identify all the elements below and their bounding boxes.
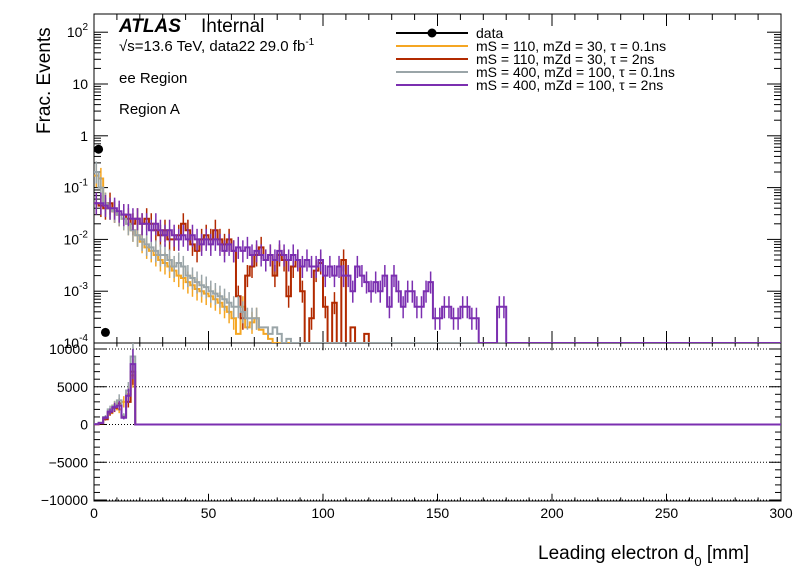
- y-tick-label: 10-4: [64, 333, 89, 351]
- series-line-2: [94, 202, 781, 343]
- x-axis-label-unit: [mm]: [702, 543, 750, 564]
- y-axis-label: Frac. Events: [34, 27, 55, 134]
- x-axis-label-main: Leading electron d: [538, 543, 694, 564]
- bottom-series-2-group: [94, 343, 781, 426]
- x-tick-label: 100: [311, 505, 335, 521]
- legend-label-3: mS = 400, mZd = 100, τ = 0.1ns: [476, 64, 675, 80]
- series-4-group: [94, 192, 781, 343]
- top-series-group: [94, 161, 781, 343]
- bottom-series-3-group: [94, 349, 781, 426]
- bottom-panel-frame: [93, 342, 782, 502]
- data-point: [94, 144, 104, 154]
- energy-label: √s=13.6 TeV, data22 29.0 fb-1: [119, 37, 315, 55]
- x-tick-label: 300: [769, 505, 793, 521]
- y-tick-base: 10: [64, 180, 80, 196]
- x-tick-labels: 0 50 100 150 200 250 300: [90, 505, 793, 521]
- y-tick-label-bottom: 10000: [49, 341, 88, 357]
- data-point: [100, 327, 110, 337]
- y-tick-label: 10-2: [64, 229, 89, 247]
- bottom-axis-ticks: [93, 343, 782, 501]
- x-tick-label: 250: [655, 505, 679, 521]
- y-tick-label-bottom: 0: [80, 417, 88, 433]
- x-tick-label: 0: [90, 505, 98, 521]
- y-tick-label: 10-1: [64, 178, 89, 196]
- y-tick-base: 10: [64, 283, 80, 299]
- legend-label-1: mS = 110, mZd = 30, τ = 0.1ns: [476, 38, 666, 54]
- energy-label-exp: -1: [305, 37, 314, 48]
- y-tick-label: 10: [72, 76, 88, 92]
- legend-label-2: mS = 110, mZd = 30, τ = 2ns: [476, 51, 654, 67]
- y-tick-base: 10: [64, 231, 80, 247]
- bottom-series-line-1: [94, 370, 781, 426]
- x-tick-label: 200: [540, 505, 564, 521]
- y-tick-exp: -1: [79, 178, 88, 189]
- series-3-group: [94, 161, 781, 343]
- y-tick-exp: -2: [79, 229, 88, 240]
- x-axis-label-sub: 0: [694, 554, 701, 569]
- atlas-label: ATLAS: [118, 16, 181, 37]
- bottom-series-line-2: [94, 355, 781, 426]
- legend-label-4: mS = 400, mZd = 100, τ = 2ns: [476, 77, 663, 93]
- series-line-4: [94, 202, 781, 343]
- series-2-group: [94, 192, 781, 343]
- y-tick-label: 1: [80, 128, 88, 144]
- y-tick-label-bottom: −10000: [41, 492, 88, 508]
- x-axis-label: Leading electron d0 [mm]: [538, 543, 749, 569]
- energy-label-text: √s=13.6 TeV, data22 29.0 fb: [119, 38, 305, 55]
- bottom-series-line-0: [94, 374, 781, 426]
- y-tick-label-bottom: 5000: [57, 379, 88, 395]
- bottom-series-line-3: [94, 363, 781, 426]
- y-tick-label-bottom: −5000: [49, 454, 89, 470]
- bottom-series-group: [94, 343, 781, 426]
- top-axis-ticks: [93, 14, 782, 344]
- y-tick-exp: -3: [79, 281, 88, 292]
- y-tick-exp: 2: [82, 22, 88, 33]
- y-tick-base: 10: [67, 24, 83, 40]
- x-tick-label: 50: [201, 505, 217, 521]
- legend-marker-data: [427, 28, 437, 38]
- bottom-series-1-group: [94, 358, 781, 426]
- bottom-series-0-group: [94, 363, 781, 426]
- y-tick-label: 10-3: [64, 281, 89, 299]
- internal-label: Internal: [201, 16, 264, 37]
- legend-label-0: data: [476, 25, 503, 41]
- bottom-y-tick-labels: −10000 −5000 0 5000 10000: [41, 341, 88, 508]
- region-label-ee: ee Region: [119, 70, 187, 87]
- y-tick-exp: -4: [79, 333, 88, 344]
- y-tick-label: 102: [67, 22, 89, 40]
- x-tick-label: 150: [426, 505, 450, 521]
- y-tick-base: 10: [64, 335, 80, 351]
- region-label-a: Region A: [119, 101, 180, 118]
